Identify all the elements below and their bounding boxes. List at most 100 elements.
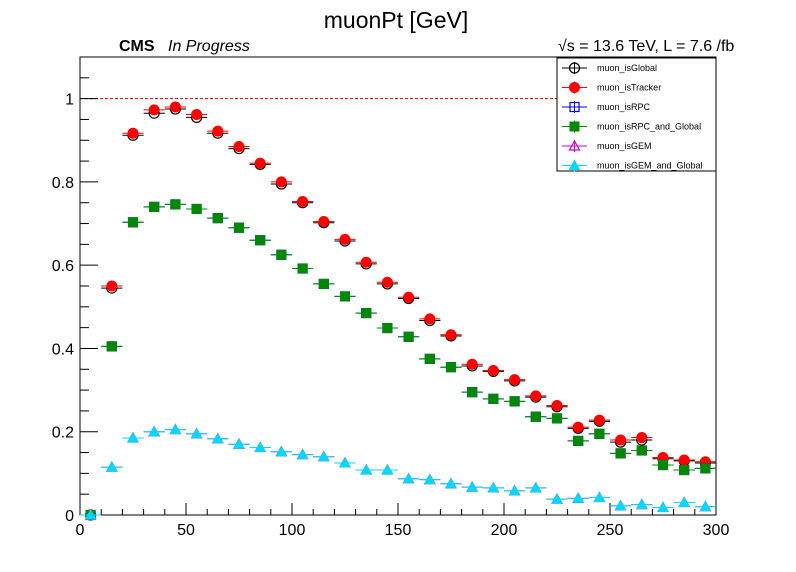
data-point bbox=[276, 249, 287, 260]
data-point bbox=[233, 141, 245, 153]
data-point bbox=[572, 492, 585, 503]
data-point bbox=[128, 217, 138, 228]
data-point bbox=[317, 450, 330, 462]
data-point bbox=[509, 374, 521, 386]
data-point bbox=[699, 500, 712, 512]
legend-label: muon_isGlobal bbox=[597, 63, 657, 73]
legend-entry: muon_isRPC_and_Global bbox=[562, 120, 701, 133]
data-point bbox=[466, 358, 478, 370]
data-point bbox=[488, 393, 499, 404]
data-point bbox=[382, 323, 393, 334]
data-point bbox=[614, 499, 627, 511]
data-point bbox=[508, 484, 521, 496]
legend-label: muon_isGEM bbox=[597, 141, 652, 151]
data-point bbox=[106, 280, 118, 292]
data-point bbox=[466, 481, 479, 492]
legend-marker bbox=[569, 82, 580, 93]
legend-marker bbox=[568, 62, 581, 74]
data-point bbox=[381, 464, 394, 475]
data-point bbox=[509, 396, 520, 407]
data-point bbox=[445, 329, 457, 341]
data-point bbox=[148, 425, 161, 437]
legend-label: muon_isTracker bbox=[597, 83, 661, 93]
x-axis: 0 50 100 150 200 250 300 bbox=[76, 503, 729, 539]
data-point bbox=[318, 215, 330, 227]
y-tick-label: 0.6 bbox=[52, 258, 74, 275]
series-muon_isRPC bbox=[80, 199, 716, 521]
data-point bbox=[700, 463, 711, 474]
data-point bbox=[360, 464, 373, 475]
data-point bbox=[340, 291, 350, 302]
legend-box bbox=[556, 57, 717, 172]
data-point bbox=[148, 104, 160, 116]
data-point bbox=[572, 421, 584, 433]
data-point bbox=[106, 341, 117, 352]
data-point bbox=[212, 125, 224, 137]
data-point bbox=[679, 465, 690, 476]
data-point bbox=[424, 313, 436, 325]
y-axis: 0 0.2 0.4 0.6 0.8 1 bbox=[52, 56, 98, 525]
data-point bbox=[403, 331, 414, 342]
series-muon_isRPC_and_Global bbox=[80, 199, 716, 520]
legend-marker bbox=[569, 101, 580, 113]
y-tick-label: 1 bbox=[65, 92, 74, 109]
data-point bbox=[255, 235, 266, 246]
data-point bbox=[105, 461, 118, 472]
data-point bbox=[212, 213, 223, 224]
data-point bbox=[296, 448, 309, 460]
legend-entry: muon_isTracker bbox=[562, 81, 661, 94]
data-point bbox=[573, 435, 584, 446]
data-point bbox=[233, 438, 245, 449]
data-point bbox=[635, 498, 648, 510]
data-point bbox=[551, 493, 563, 504]
data-point bbox=[254, 157, 266, 169]
energy-lumi-label: √s = 13.6 TeV, L = 7.6 /fb bbox=[558, 38, 734, 55]
legend-entry: muon_isGEM bbox=[562, 139, 652, 152]
data-point bbox=[551, 399, 563, 411]
data-point bbox=[530, 390, 542, 402]
legend-label: muon_isRPC bbox=[597, 102, 651, 112]
experiment-label: CMS bbox=[119, 38, 155, 55]
data-point bbox=[678, 454, 690, 466]
energy-lumi-value: = 13.6 TeV, L = 7.6 /fb bbox=[575, 38, 735, 55]
data-point bbox=[191, 203, 202, 214]
data-point bbox=[487, 365, 499, 377]
data-point bbox=[275, 176, 287, 188]
data-point bbox=[275, 445, 288, 457]
sqrt-s-symbol: √s bbox=[558, 38, 575, 55]
data-point bbox=[446, 362, 456, 373]
data-point bbox=[594, 428, 605, 439]
data-point bbox=[593, 491, 606, 503]
data-point bbox=[84, 508, 97, 520]
data-point bbox=[254, 441, 267, 453]
series-muon_isTracker bbox=[80, 101, 716, 521]
data-point bbox=[593, 414, 605, 426]
legend-marker bbox=[569, 121, 580, 132]
status-label: In Progress bbox=[168, 38, 250, 55]
data-point bbox=[381, 276, 393, 288]
data-point bbox=[211, 432, 224, 444]
data-point bbox=[636, 445, 647, 456]
x-tick-label: 200 bbox=[491, 522, 518, 539]
data-point bbox=[552, 413, 562, 424]
legend-marker bbox=[568, 139, 581, 151]
data-point bbox=[678, 496, 691, 508]
data-point bbox=[467, 387, 478, 398]
data-point bbox=[339, 233, 351, 245]
data-point bbox=[636, 432, 648, 444]
data-point bbox=[615, 434, 627, 446]
data-point bbox=[361, 308, 372, 319]
legend-label: muon_isGEM_and_Global bbox=[597, 161, 703, 171]
chart-title: muonPt [GeV] bbox=[324, 7, 468, 33]
data-point bbox=[318, 278, 329, 289]
data-point bbox=[234, 222, 244, 233]
x-tick-label: 150 bbox=[385, 522, 412, 539]
data-point bbox=[529, 481, 542, 493]
data-point bbox=[530, 411, 541, 422]
legend-entry: muon_isGlobal bbox=[562, 62, 657, 74]
legend-entry: muon_isRPC bbox=[562, 101, 651, 113]
y-tick-label: 0.8 bbox=[52, 175, 74, 192]
data-point bbox=[424, 353, 435, 364]
series-muon_isGEM_and_Global bbox=[80, 423, 716, 520]
data-point bbox=[487, 481, 500, 493]
